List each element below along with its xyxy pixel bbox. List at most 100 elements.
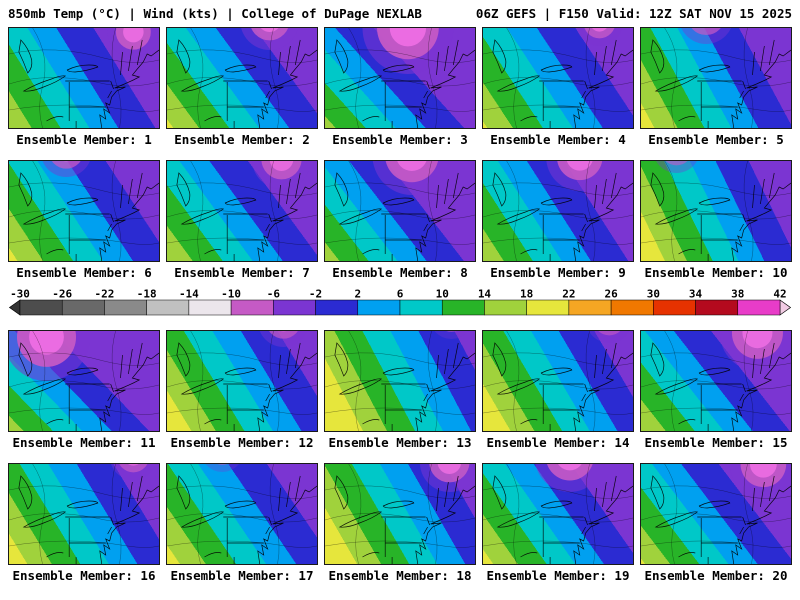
ensemble-caption: Ensemble Member: 10 bbox=[644, 265, 788, 280]
ensemble-map bbox=[482, 463, 634, 565]
cold-core-outer bbox=[434, 331, 469, 339]
ensemble-caption: Ensemble Member: 17 bbox=[170, 568, 314, 583]
colorbar-tick-label: 30 bbox=[647, 288, 660, 301]
temperature-colorbar: -30 -26 -22 -18 -14 -10 -6 -2 2 6 10 14 18 22 26 30 34 38… bbox=[8, 288, 792, 319]
ensemble-row: Ensemble Member: 16 Ensemble Member: 17 En… bbox=[8, 463, 792, 583]
ensemble-map bbox=[8, 27, 160, 129]
colorbar-arrow-left bbox=[8, 299, 21, 316]
cold-core-mid bbox=[385, 161, 439, 183]
ensemble-panel: Ensemble Member: 11 bbox=[8, 330, 160, 450]
contour-lines bbox=[9, 28, 159, 128]
cold-core-inner bbox=[280, 331, 287, 332]
contour-lines bbox=[325, 464, 475, 564]
ensemble-caption: Ensemble Member: 6 bbox=[16, 265, 152, 280]
cold-core-mid bbox=[584, 28, 615, 39]
contour-lines bbox=[9, 331, 159, 431]
product-title: 850mb Temp (°C) | Wind (kts) | College o… bbox=[8, 6, 422, 21]
ensemble-panel: Ensemble Member: 10 bbox=[640, 160, 792, 280]
colorbar-tick-label: 26 bbox=[604, 288, 618, 301]
colorbar-tick-label: -10 bbox=[221, 288, 241, 301]
ensemble-caption: Ensemble Member: 5 bbox=[648, 132, 784, 147]
cold-core-inner bbox=[397, 161, 427, 171]
colorbar-tick-label: 18 bbox=[520, 288, 533, 301]
cold-core-inner bbox=[558, 464, 582, 471]
title-bar: 850mb Temp (°C) | Wind (kts) | College o… bbox=[0, 0, 800, 21]
geography-lines bbox=[176, 342, 317, 431]
geography-lines bbox=[492, 475, 633, 564]
run-valid-info: 06Z GEFS | F150 Valid: 12Z SAT NOV 15 20… bbox=[475, 6, 792, 21]
contour-lines bbox=[483, 28, 633, 128]
ensemble-caption: Ensemble Member: 8 bbox=[332, 265, 468, 280]
ensemble-panel: Ensemble Member: 18 bbox=[324, 463, 476, 583]
contour-lines bbox=[483, 331, 633, 431]
colorbar-tick-label: 22 bbox=[562, 288, 575, 301]
geography-lines bbox=[18, 342, 159, 431]
ensemble-panel: Ensemble Member: 5 bbox=[640, 27, 792, 147]
colorbar-tick-label: 42 bbox=[773, 288, 786, 301]
contour-lines bbox=[167, 28, 317, 128]
contour-lines bbox=[9, 464, 159, 564]
geography-lines bbox=[650, 342, 791, 431]
contour-lines bbox=[325, 331, 475, 431]
colorbar-segment bbox=[484, 299, 527, 316]
colorbar-segment bbox=[357, 299, 401, 316]
colorbar-tick-label: 38 bbox=[731, 288, 744, 301]
ensemble-map bbox=[640, 330, 792, 432]
geography-lines bbox=[650, 475, 791, 564]
colorbar-segment bbox=[610, 299, 654, 316]
ensemble-caption: Ensemble Member: 18 bbox=[328, 568, 472, 583]
ensemble-map bbox=[482, 330, 634, 432]
contour-lines bbox=[9, 161, 159, 261]
ensemble-map bbox=[8, 160, 160, 262]
ensemble-row: Ensemble Member: 6 Ensemble Member: 7 Ense… bbox=[8, 160, 792, 280]
geography-lines bbox=[176, 172, 317, 261]
ensemble-caption: Ensemble Member: 4 bbox=[490, 132, 626, 147]
colorbar-segment bbox=[188, 299, 232, 316]
cold-core-outer bbox=[42, 161, 90, 177]
temperature-fill bbox=[167, 331, 317, 431]
geography-lines bbox=[650, 172, 791, 261]
colorbar-segment bbox=[737, 299, 781, 316]
ensemble-map bbox=[482, 27, 634, 129]
cold-core-mid bbox=[691, 28, 721, 36]
ensemble-map bbox=[482, 160, 634, 262]
ensemble-panel: Ensemble Member: 14 bbox=[482, 330, 634, 450]
colorbar-tick-label: -22 bbox=[95, 288, 115, 301]
contour-lines bbox=[641, 161, 791, 261]
ensemble-map bbox=[324, 463, 476, 565]
temperature-fill bbox=[9, 161, 159, 261]
colorbar-segment bbox=[230, 299, 274, 316]
ensemble-caption: Ensemble Member: 20 bbox=[644, 568, 788, 583]
contour-lines bbox=[483, 161, 633, 261]
ensemble-map bbox=[166, 27, 318, 129]
colorbar-segment bbox=[104, 299, 147, 316]
ensemble-map bbox=[8, 330, 160, 432]
colorbar-segment bbox=[568, 299, 612, 316]
geography-lines bbox=[492, 172, 633, 261]
ensemble-map bbox=[324, 330, 476, 432]
cold-core-outer bbox=[681, 28, 732, 44]
ensemble-caption: Ensemble Member: 3 bbox=[332, 132, 468, 147]
cold-core-mid bbox=[665, 161, 688, 166]
ensemble-map bbox=[640, 463, 792, 565]
ensemble-map bbox=[166, 463, 318, 565]
temperature-fill bbox=[483, 28, 633, 128]
cold-core-mid bbox=[446, 331, 457, 332]
ensemble-panel: Ensemble Member: 1 bbox=[8, 27, 160, 147]
colorbar-tick-label: 34 bbox=[689, 288, 703, 301]
geography-lines bbox=[334, 172, 475, 261]
ensemble-map bbox=[166, 160, 318, 262]
ensemble-caption: Ensemble Member: 7 bbox=[174, 265, 310, 280]
colorbar-tick-label: -30 bbox=[10, 288, 30, 301]
ensemble-panel: Ensemble Member: 2 bbox=[166, 27, 318, 147]
colorbar-arrow-right bbox=[779, 299, 792, 316]
ensemble-caption: Ensemble Member: 1 bbox=[16, 132, 152, 147]
ensemble-panel: Ensemble Member: 6 bbox=[8, 160, 160, 280]
temperature-fill bbox=[641, 28, 791, 128]
temperature-fill bbox=[325, 331, 475, 431]
cold-core-inner bbox=[128, 464, 139, 466]
colorbar-segment bbox=[695, 299, 739, 316]
ensemble-panel: Ensemble Member: 7 bbox=[166, 160, 318, 280]
contour-lines bbox=[167, 464, 317, 564]
temperature-fill bbox=[483, 331, 633, 431]
